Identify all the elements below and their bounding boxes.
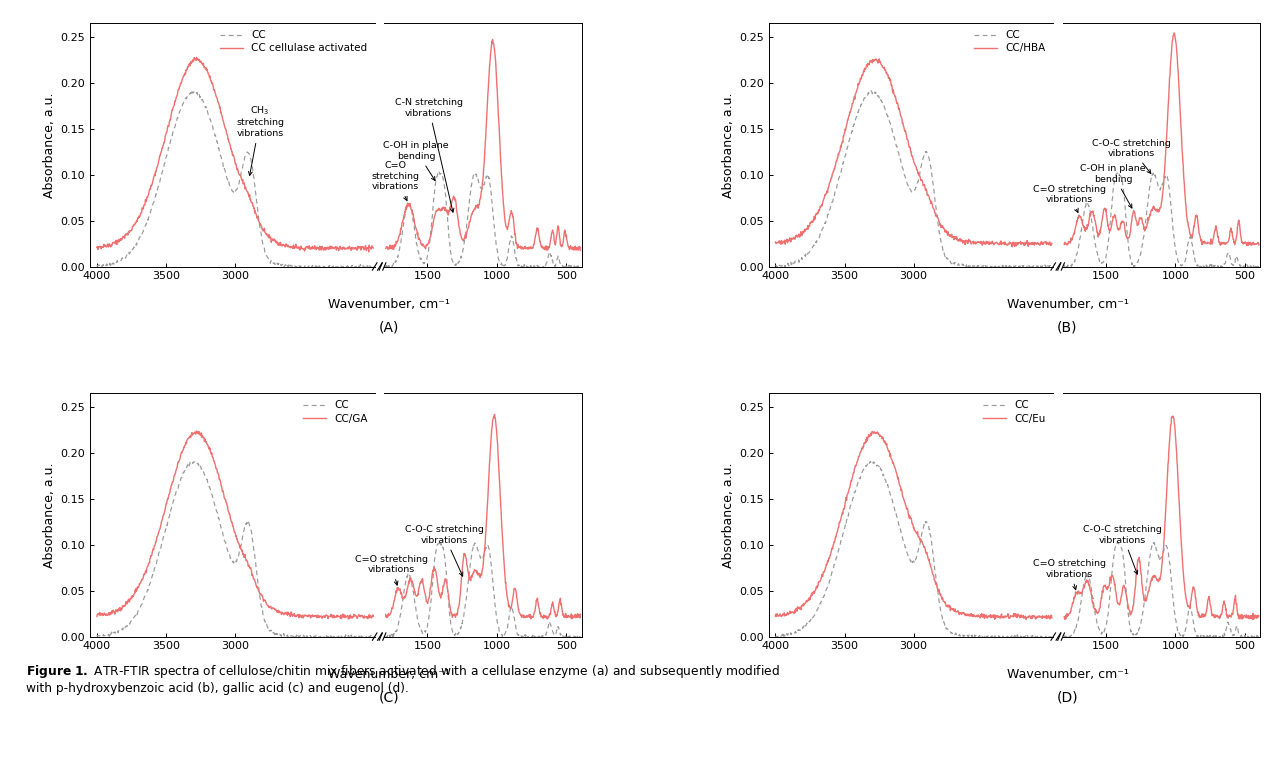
- Text: (D): (D): [1057, 690, 1078, 704]
- Text: $\bf{Figure\ 1.}$ ATR-FTIR spectra of cellulose/chitin mix fibers activated with: $\bf{Figure\ 1.}$ ATR-FTIR spectra of ce…: [26, 663, 779, 696]
- Legend: CC, CC/HBA: CC, CC/HBA: [970, 26, 1051, 58]
- Y-axis label: Absorbance, a.u.: Absorbance, a.u.: [44, 92, 57, 198]
- Text: Wavenumber, cm⁻¹: Wavenumber, cm⁻¹: [328, 668, 450, 681]
- Text: Wavenumber, cm⁻¹: Wavenumber, cm⁻¹: [1007, 668, 1128, 681]
- Text: C-N stretching
vibrations: C-N stretching vibrations: [395, 98, 463, 212]
- Text: C-O-C stretching
vibrations: C-O-C stretching vibrations: [1092, 139, 1170, 173]
- Text: C-OH in plane
bending: C-OH in plane bending: [1080, 164, 1146, 208]
- Text: C-OH in plane
bending: C-OH in plane bending: [383, 141, 449, 180]
- Text: C=O
stretching
vibrations: C=O stretching vibrations: [372, 161, 419, 200]
- Text: Wavenumber, cm⁻¹: Wavenumber, cm⁻¹: [328, 298, 450, 311]
- Text: CH$_3$
stretching
vibrations: CH$_3$ stretching vibrations: [237, 104, 284, 176]
- Legend: CC, CC cellulase activated: CC, CC cellulase activated: [216, 26, 372, 58]
- Text: C=O stretching
vibrations: C=O stretching vibrations: [1034, 185, 1106, 212]
- Legend: CC, CC/GA: CC, CC/GA: [298, 397, 372, 428]
- Text: C-O-C stretching
vibrations: C-O-C stretching vibrations: [1083, 525, 1163, 574]
- Text: (B): (B): [1057, 320, 1078, 334]
- Text: (C): (C): [378, 690, 399, 704]
- Text: (A): (A): [378, 320, 399, 334]
- Text: C-O-C stretching
vibrations: C-O-C stretching vibrations: [405, 525, 484, 576]
- Text: Wavenumber, cm⁻¹: Wavenumber, cm⁻¹: [1007, 298, 1128, 311]
- Y-axis label: Absorbance, a.u.: Absorbance, a.u.: [721, 462, 734, 568]
- Text: C=O stretching
vibrations: C=O stretching vibrations: [1034, 559, 1106, 590]
- Y-axis label: Absorbance, a.u.: Absorbance, a.u.: [44, 462, 57, 568]
- Legend: CC, CC/Eu: CC, CC/Eu: [979, 397, 1051, 428]
- Text: C=O stretching
vibrations: C=O stretching vibrations: [355, 555, 428, 585]
- Y-axis label: Absorbance, a.u.: Absorbance, a.u.: [721, 92, 734, 198]
